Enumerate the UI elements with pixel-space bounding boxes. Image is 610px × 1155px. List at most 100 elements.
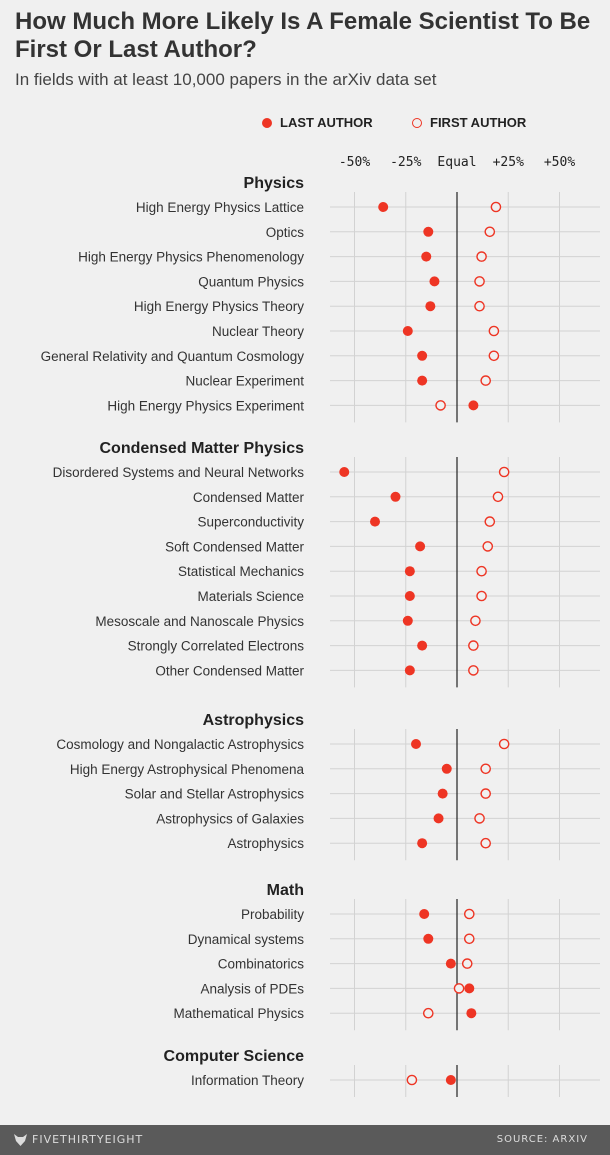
last-author-dot xyxy=(404,591,415,601)
field-label: High Energy Physics Phenomenology xyxy=(78,250,304,265)
group-header: Condensed Matter Physics xyxy=(100,440,305,457)
dot-plot: -50% -25% Equal +25% +50% Physics High Energy … xyxy=(41,155,600,1097)
first-author-dot xyxy=(474,276,485,287)
last-author-dot xyxy=(433,813,444,824)
field-label: Statistical Mechanics xyxy=(178,564,304,579)
first-author-dot xyxy=(498,738,510,750)
first-author-dot xyxy=(480,788,492,799)
first-author-dot xyxy=(490,201,502,213)
first-author-dot xyxy=(484,226,496,238)
last-author-dot xyxy=(445,958,456,969)
first-author-dot xyxy=(498,466,510,478)
first-author-dot xyxy=(422,1007,434,1019)
last-author-dot xyxy=(425,301,436,312)
legend: LAST AUTHOR FIRST AUTHOR xyxy=(0,115,610,135)
field-label: Astrophysics of Galaxies xyxy=(156,811,304,826)
last-author-dot xyxy=(378,202,389,212)
group-header: Physics xyxy=(244,175,305,192)
field-label: Superconductivity xyxy=(197,515,304,530)
field-label: Combinatorics xyxy=(218,957,305,972)
field-label: Information Theory xyxy=(191,1073,304,1088)
first-author-dot xyxy=(476,565,487,577)
last-author-dot xyxy=(437,788,448,799)
last-author-dot xyxy=(417,640,428,651)
first-author-dot xyxy=(406,1074,418,1086)
x-tick-label: -50% xyxy=(339,155,370,170)
first-author-dot xyxy=(474,300,485,312)
field-label: Nuclear Theory xyxy=(212,324,304,339)
chart-title: How Much More Likely Is A Female Scienti… xyxy=(15,8,591,63)
last-author-dot xyxy=(441,763,452,774)
brand-name: FIVETHIRTYEIGHT xyxy=(32,1133,144,1146)
first-author-dot xyxy=(461,958,473,969)
legend-item-first-author: FIRST AUTHOR xyxy=(412,115,526,130)
chart-subtitle: In fields with at least 10,000 papers in… xyxy=(15,70,437,89)
first-author-dot xyxy=(463,933,475,945)
last-author-dot xyxy=(421,251,432,262)
first-author-dot xyxy=(468,640,479,651)
first-author-dot xyxy=(480,763,492,775)
legend-item-last-author: LAST AUTHOR xyxy=(262,115,373,130)
first-author-dot xyxy=(474,813,485,824)
filled-dot-icon xyxy=(262,117,272,128)
x-tick-label: Equal xyxy=(437,155,476,170)
field-label: Dynamical systems xyxy=(188,932,305,947)
field-label: Mesoscale and Nanoscale Physics xyxy=(95,614,304,629)
x-tick-label: +25% xyxy=(493,155,524,170)
field-label: Soft Condensed Matter xyxy=(165,539,304,554)
field-label: High Energy Physics Lattice xyxy=(136,200,304,215)
last-author-dot xyxy=(468,400,479,411)
field-label: Disordered Systems and Neural Networks xyxy=(53,465,305,480)
field-label: Nuclear Experiment xyxy=(185,374,304,389)
first-author-dot xyxy=(480,375,492,386)
last-author-dot xyxy=(464,983,475,994)
last-author-dot xyxy=(339,467,350,477)
last-author-dot xyxy=(423,226,434,237)
field-label: Quantum Physics xyxy=(198,274,304,289)
last-author-dot xyxy=(429,276,440,287)
field-label: Solar and Stellar Astrophysics xyxy=(125,787,305,802)
first-author-dot xyxy=(488,325,500,337)
last-author-dot xyxy=(402,615,413,626)
first-author-dot xyxy=(453,983,465,994)
fox-logo-icon xyxy=(14,1133,27,1146)
legend-label-first-author: FIRST AUTHOR xyxy=(430,115,527,130)
first-author-dot xyxy=(480,837,492,849)
first-author-dot xyxy=(484,516,496,527)
field-label: High Energy Physics Experiment xyxy=(107,398,304,413)
field-label: General Relativity and Quantum Cosmology xyxy=(41,349,305,364)
last-author-dot xyxy=(423,933,434,944)
x-tick-label: +50% xyxy=(544,155,575,170)
source-credit: SOURCE: ARXIV xyxy=(496,1134,588,1145)
field-label: Optics xyxy=(266,225,305,240)
first-author-dot xyxy=(482,541,494,552)
first-author-dot xyxy=(492,491,504,503)
first-author-dot xyxy=(468,665,479,676)
field-label: Analysis of PDEs xyxy=(200,981,304,996)
first-author-dot xyxy=(470,615,481,627)
last-author-dot xyxy=(411,739,421,749)
field-label: Mathematical Physics xyxy=(173,1006,304,1021)
last-author-dot xyxy=(390,491,401,502)
group-header: Math xyxy=(267,882,304,899)
last-author-dot xyxy=(402,326,413,336)
field-label: Other Condensed Matter xyxy=(155,663,304,678)
group-header: Astrophysics xyxy=(203,712,304,729)
brand: FIVETHIRTYEIGHT xyxy=(14,1133,143,1146)
first-author-dot xyxy=(463,908,475,920)
field-label: Probability xyxy=(241,907,304,922)
footer: FIVETHIRTYEIGHT SOURCE: ARXIV xyxy=(0,1125,610,1155)
last-author-dot xyxy=(417,375,428,386)
x-tick-label: -25% xyxy=(390,155,421,170)
last-author-dot xyxy=(466,1008,477,1019)
field-label: Strongly Correlated Electrons xyxy=(128,639,305,654)
group-header: Computer Science xyxy=(164,1048,305,1065)
first-author-dot xyxy=(488,350,500,362)
hollow-dot-icon xyxy=(412,117,422,128)
field-label: High Energy Astrophysical Phenomena xyxy=(70,762,305,777)
last-author-dot xyxy=(404,665,415,676)
first-author-dot xyxy=(476,590,487,602)
field-label: Astrophysics xyxy=(227,836,304,851)
field-label: Condensed Matter xyxy=(193,490,305,505)
first-author-dot xyxy=(476,251,487,262)
